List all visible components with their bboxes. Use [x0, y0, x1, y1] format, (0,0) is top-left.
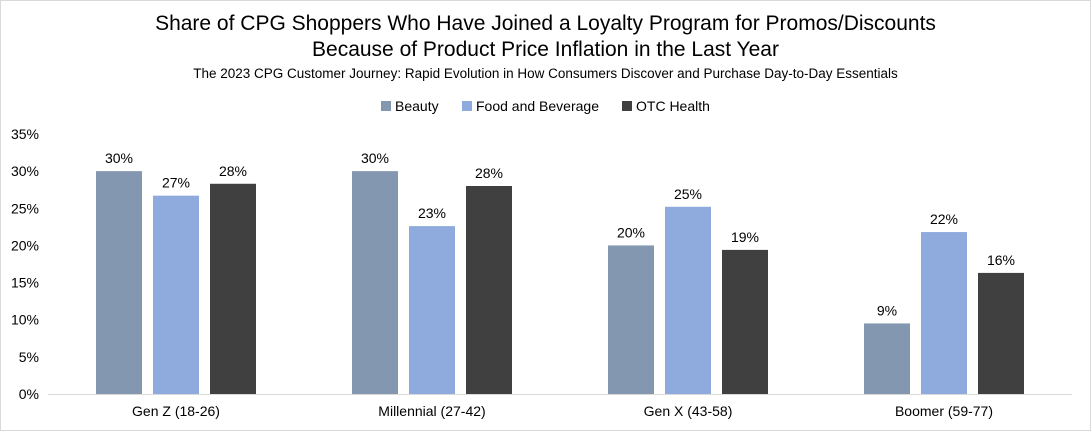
- bar-otc-health: [722, 249, 768, 394]
- bar-otc-health: [466, 186, 512, 394]
- bar-otc-health: [978, 272, 1024, 394]
- y-tick-label: 15%: [11, 275, 39, 291]
- y-tick-label: 5%: [19, 349, 39, 365]
- bar-food-and-beverage: [665, 206, 711, 394]
- category-label: Boomer (59-77): [895, 403, 993, 419]
- legend-swatch: [462, 101, 472, 111]
- legend-swatch: [622, 101, 632, 111]
- data-label: 28%: [219, 163, 247, 179]
- data-label: 16%: [987, 252, 1015, 268]
- bar-beauty: [608, 245, 654, 394]
- data-label: 22%: [930, 211, 958, 227]
- bar-otc-health: [210, 183, 256, 394]
- data-label: 25%: [674, 186, 702, 202]
- y-tick-label: 25%: [11, 200, 39, 216]
- y-tick-label: 30%: [11, 163, 39, 179]
- y-tick-label: 20%: [11, 237, 39, 253]
- bar-beauty: [864, 323, 910, 394]
- data-label: 28%: [475, 165, 503, 181]
- legend-swatch: [381, 101, 391, 111]
- data-label: 20%: [617, 224, 645, 240]
- bars: 30% 27% 28% 30% 23% 28% 20% 25% 19% 9% 22% 16%: [96, 150, 1024, 394]
- data-label: 23%: [418, 205, 446, 221]
- data-label: 19%: [731, 229, 759, 245]
- category-label: Gen Z (18-26): [132, 403, 220, 419]
- y-tick-label: 10%: [11, 312, 39, 328]
- legend-label: Food and Beverage: [476, 98, 599, 114]
- y-tick-label: 0%: [19, 386, 39, 402]
- legend-label: OTC Health: [636, 98, 710, 114]
- chart-title-line-2: Because of Product Price Inflation in th…: [312, 38, 779, 61]
- data-label: 27%: [162, 175, 190, 191]
- y-tick-label: 35%: [11, 126, 39, 142]
- bar-beauty: [96, 171, 142, 394]
- legend: Beauty Food and Beverage OTC Health: [381, 98, 710, 114]
- bar-food-and-beverage: [153, 195, 199, 394]
- bar-beauty: [352, 171, 398, 394]
- data-label: 30%: [361, 150, 389, 166]
- chart-subtitle: The 2023 CPG Customer Journey: Rapid Evo…: [193, 66, 898, 81]
- data-label: 30%: [105, 150, 133, 166]
- category-label: Gen X (43-58): [644, 403, 733, 419]
- y-axis: 0% 5% 10% 15% 20% 25% 30% 35%: [11, 126, 39, 402]
- legend-label: Beauty: [395, 98, 439, 114]
- chart-title-line-1: Share of CPG Shoppers Who Have Joined a …: [155, 12, 936, 35]
- bar-food-and-beverage: [921, 232, 967, 394]
- x-axis: Gen Z (18-26) Millennial (27-42) Gen X (43…: [48, 394, 1072, 419]
- bar-food-and-beverage: [409, 226, 455, 394]
- category-label: Millennial (27-42): [378, 403, 485, 419]
- data-label: 9%: [877, 302, 897, 318]
